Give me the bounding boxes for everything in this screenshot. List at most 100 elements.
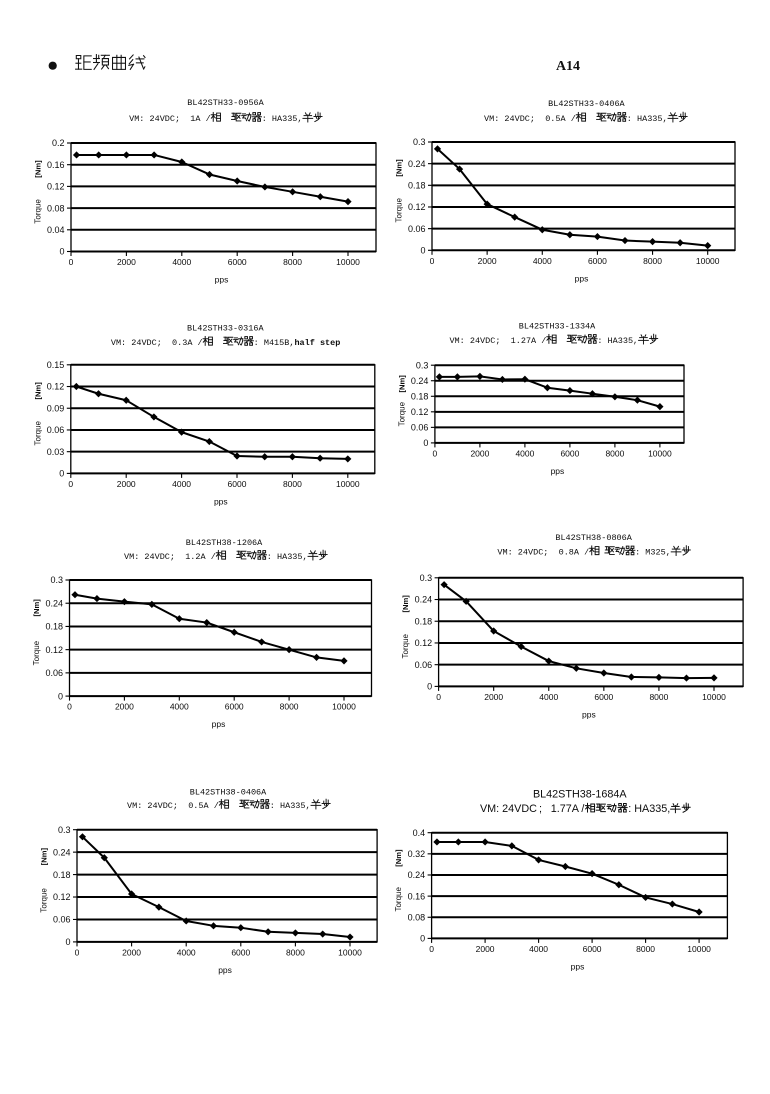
svg-text:0.18: 0.18	[408, 181, 426, 191]
svg-text:: M415B,: : M415B,	[254, 338, 295, 348]
svg-text:VM: 24VDC: VM: 24VDC	[480, 803, 537, 815]
svg-text:4000: 4000	[515, 448, 534, 458]
svg-text:0.12: 0.12	[408, 202, 426, 212]
svg-text:VM: 24VDC; 0.5A /: VM: 24VDC; 0.5A /	[127, 801, 219, 811]
svg-text:A14: A14	[556, 59, 580, 74]
svg-text:pps: pps	[218, 965, 232, 975]
svg-text:10000: 10000	[687, 944, 711, 954]
svg-text:0.24: 0.24	[415, 595, 433, 605]
svg-text:0.12: 0.12	[411, 407, 429, 417]
svg-text:1.77A /: 1.77A /	[548, 803, 585, 815]
svg-text:pps: pps	[214, 496, 228, 506]
svg-text:Torque: Torque	[34, 199, 43, 224]
svg-text:0.06: 0.06	[415, 660, 433, 670]
svg-text:2000: 2000	[476, 944, 495, 954]
svg-text:4000: 4000	[172, 479, 191, 489]
svg-text:10000: 10000	[336, 257, 360, 267]
svg-text:0.06: 0.06	[45, 668, 63, 678]
svg-text:0.3: 0.3	[416, 360, 429, 370]
svg-text:2000: 2000	[478, 256, 497, 266]
svg-text:0.08: 0.08	[47, 203, 65, 213]
svg-text:0.06: 0.06	[411, 423, 429, 433]
svg-text:0.18: 0.18	[415, 616, 433, 626]
svg-text:2000: 2000	[117, 479, 136, 489]
svg-text:0: 0	[59, 247, 64, 257]
svg-text:0.3: 0.3	[50, 575, 63, 585]
svg-text:[Nm]: [Nm]	[40, 848, 49, 866]
svg-text:0.24: 0.24	[408, 159, 426, 169]
svg-text:Torque: Torque	[397, 401, 406, 426]
svg-text:0.12: 0.12	[47, 382, 65, 392]
svg-text:4000: 4000	[170, 702, 189, 712]
svg-text:8000: 8000	[605, 448, 624, 458]
svg-text:BL42STH38-1206A: BL42STH38-1206A	[186, 538, 263, 548]
svg-text:[Nm]: [Nm]	[32, 599, 41, 617]
svg-text:6000: 6000	[231, 947, 250, 957]
svg-text:0.09: 0.09	[47, 403, 65, 413]
svg-text:pps: pps	[582, 709, 596, 719]
svg-text:10000: 10000	[338, 947, 362, 957]
svg-text:8000: 8000	[286, 947, 305, 957]
svg-text:10000: 10000	[648, 448, 672, 458]
svg-text:10000: 10000	[702, 692, 726, 702]
svg-text:6000: 6000	[225, 702, 244, 712]
svg-text:0.18: 0.18	[45, 622, 63, 632]
svg-text:8000: 8000	[280, 702, 299, 712]
svg-text:[Nm]: [Nm]	[33, 382, 42, 400]
svg-text:VM: 24VDC; 0.5A /: VM: 24VDC; 0.5A /	[484, 114, 576, 124]
svg-text:0.3: 0.3	[58, 825, 71, 835]
svg-text:0: 0	[58, 691, 63, 701]
svg-text:0.12: 0.12	[53, 892, 71, 902]
svg-text:0.24: 0.24	[53, 847, 71, 857]
svg-text:0: 0	[423, 438, 428, 448]
svg-text:[Nm]: [Nm]	[397, 375, 406, 393]
svg-text:: HA335,: : HA335,	[262, 114, 303, 124]
svg-text:0: 0	[68, 479, 73, 489]
svg-text:0: 0	[433, 448, 438, 458]
svg-text:4000: 4000	[172, 257, 191, 267]
svg-text:0.24: 0.24	[408, 870, 426, 880]
svg-text:[Nm]: [Nm]	[395, 159, 404, 177]
svg-text:0.06: 0.06	[408, 224, 426, 234]
svg-text:0.3: 0.3	[413, 137, 426, 147]
svg-text:0.4: 0.4	[413, 828, 426, 838]
svg-text:0.15: 0.15	[47, 360, 65, 370]
svg-text:0: 0	[75, 947, 80, 957]
svg-text:0: 0	[65, 937, 70, 947]
svg-text:BL42STH33-0956A: BL42STH33-0956A	[187, 98, 264, 108]
svg-text:8000: 8000	[283, 479, 302, 489]
svg-text:: HA335,: : HA335,	[627, 114, 668, 124]
svg-text:[Nm]: [Nm]	[394, 849, 403, 867]
svg-text:8000: 8000	[643, 256, 662, 266]
svg-text:0.24: 0.24	[411, 376, 429, 386]
svg-text:0.12: 0.12	[45, 645, 63, 655]
svg-text:0.16: 0.16	[408, 891, 426, 901]
svg-text:Torque: Torque	[33, 420, 42, 445]
svg-text:Torque: Torque	[32, 640, 41, 665]
svg-text:6000: 6000	[583, 944, 602, 954]
svg-text:: HA335,: : HA335,	[267, 552, 308, 562]
svg-text:pps: pps	[551, 466, 565, 476]
svg-text:8000: 8000	[636, 944, 655, 954]
svg-text:pps: pps	[215, 275, 229, 285]
svg-text:0.24: 0.24	[45, 598, 63, 608]
svg-text:2000: 2000	[484, 692, 503, 702]
svg-text:0.3: 0.3	[420, 573, 433, 583]
svg-text:: HA335,: : HA335,	[597, 336, 638, 346]
svg-text:;: ;	[539, 803, 542, 815]
svg-text:Torque: Torque	[394, 887, 403, 912]
svg-text:0.06: 0.06	[53, 915, 71, 925]
svg-text:BL42STH33-0406A: BL42STH33-0406A	[548, 99, 625, 109]
svg-text:VM: 24VDC; 0.8A /: VM: 24VDC; 0.8A /	[497, 548, 589, 558]
svg-text:4000: 4000	[533, 256, 552, 266]
svg-text:6000: 6000	[228, 479, 247, 489]
svg-text:4000: 4000	[529, 944, 548, 954]
svg-text:: HA335,: : HA335,	[270, 801, 311, 811]
svg-text:6000: 6000	[594, 692, 613, 702]
svg-text:2000: 2000	[115, 702, 134, 712]
svg-text:0: 0	[429, 944, 434, 954]
svg-text:0: 0	[420, 246, 425, 256]
svg-text:0: 0	[67, 702, 72, 712]
svg-text:0.08: 0.08	[408, 912, 426, 922]
svg-text:BL42STH38-0806A: BL42STH38-0806A	[555, 533, 632, 543]
